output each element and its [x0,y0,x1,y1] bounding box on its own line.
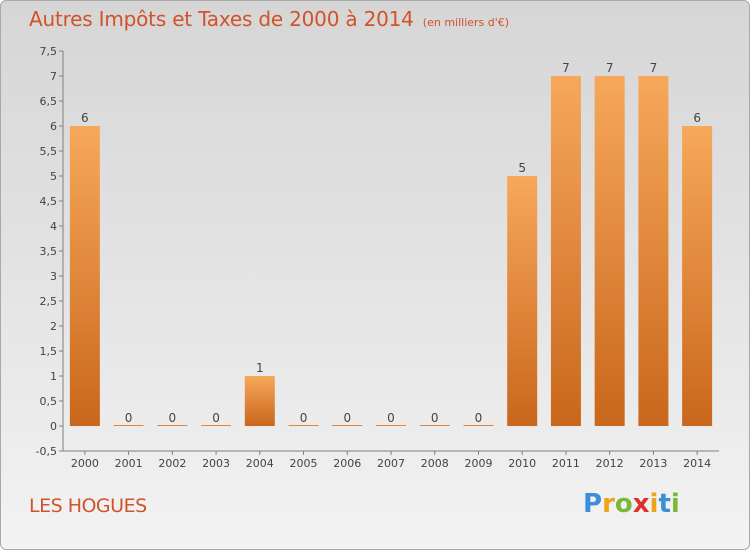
x-tick-label: 2012 [596,457,624,470]
y-tick-label: 5 [50,170,57,183]
bar [288,425,319,426]
y-tick-label: 1,5 [40,345,58,358]
y-tick-label: 6 [50,120,57,133]
x-tick-label: 2009 [464,457,492,470]
bar [594,76,625,426]
chart-unit: (en milliers d'€) [422,16,510,29]
data-label: 0 [212,411,220,425]
y-tick-label: -0,5 [36,445,57,458]
data-label: 0 [300,411,308,425]
data-label: 0 [169,411,177,425]
x-tick-label: 2008 [421,457,449,470]
x-tick-label: 2011 [552,457,580,470]
data-label: 6 [81,111,89,125]
x-tick-label: 2004 [246,457,274,470]
chart-title: Autres Impôts et Taxes de 2000 à 2014 (e… [29,7,509,31]
y-tick-label: 3 [50,270,57,283]
axis-layer: -0,5 0 0,5 1 1,5 2 2,5 3 3,5 4 4,5 5 5,5 6 6,5 7 7,5 2000… [36,45,719,470]
x-tick-label: 2002 [158,457,186,470]
y-tick-label: 2,5 [40,295,58,308]
bar [157,425,188,426]
y-tick-label: 0 [50,420,57,433]
data-label: 7 [650,61,658,75]
y-tick-label: 7 [50,70,57,83]
data-label: 7 [562,61,570,75]
y-tick-label: 4 [50,220,57,233]
data-label: 0 [475,411,483,425]
bar [201,425,232,426]
labels-layer: 6 0 0 0 1 0 0 0 0 0 5 7 7 7 6 [81,61,701,425]
brand-letter: o [614,489,633,519]
y-tick-label: 5,5 [40,145,58,158]
data-label: 0 [343,411,351,425]
x-tick-label: 2006 [333,457,361,470]
bar [638,76,669,426]
data-label: 5 [518,161,526,175]
brand-letter: x [632,489,650,519]
y-tick-label: 6,5 [40,95,58,108]
x-tick-label: 2005 [290,457,318,470]
chart-title-text: Autres Impôts et Taxes de 2000 à 2014 [29,7,414,31]
y-tick-label: 2 [50,320,57,333]
y-tick-label: 7,5 [40,45,58,58]
data-label: 0 [431,411,439,425]
x-tick-label: 2001 [115,457,143,470]
bar [682,126,713,426]
y-tick-label: 0,5 [40,395,58,408]
bar [113,425,144,426]
y-tick-label: 4,5 [40,195,58,208]
brand-letter: P [583,489,603,519]
x-tick-label: 2014 [683,457,711,470]
x-tick-label: 2000 [71,457,99,470]
data-label: 7 [606,61,614,75]
x-tick-label: 2007 [377,457,405,470]
y-tick-label: 1 [50,370,57,383]
bar [507,176,538,426]
bar [463,425,494,426]
bar [550,76,581,426]
location-label: LES HOGUES [29,495,147,517]
x-tick-label: 2010 [508,457,536,470]
data-label: 0 [387,411,395,425]
brand-letter: i [670,489,680,519]
brand-letter: r [602,489,615,519]
brand-logo: Proxiti [583,489,680,519]
bar [376,425,406,426]
bar [419,425,450,426]
x-tick-label: 2003 [202,457,230,470]
data-label: 0 [125,411,133,425]
data-label: 1 [256,361,264,375]
bars-layer [69,76,713,426]
brand-letter: i [649,489,659,519]
y-tick-label: 3,5 [40,245,58,258]
brand-letter: t [658,489,671,519]
x-tick-label: 2013 [639,457,667,470]
bar [244,376,275,426]
bar [332,425,363,426]
bar [69,126,100,426]
data-label: 6 [693,111,701,125]
